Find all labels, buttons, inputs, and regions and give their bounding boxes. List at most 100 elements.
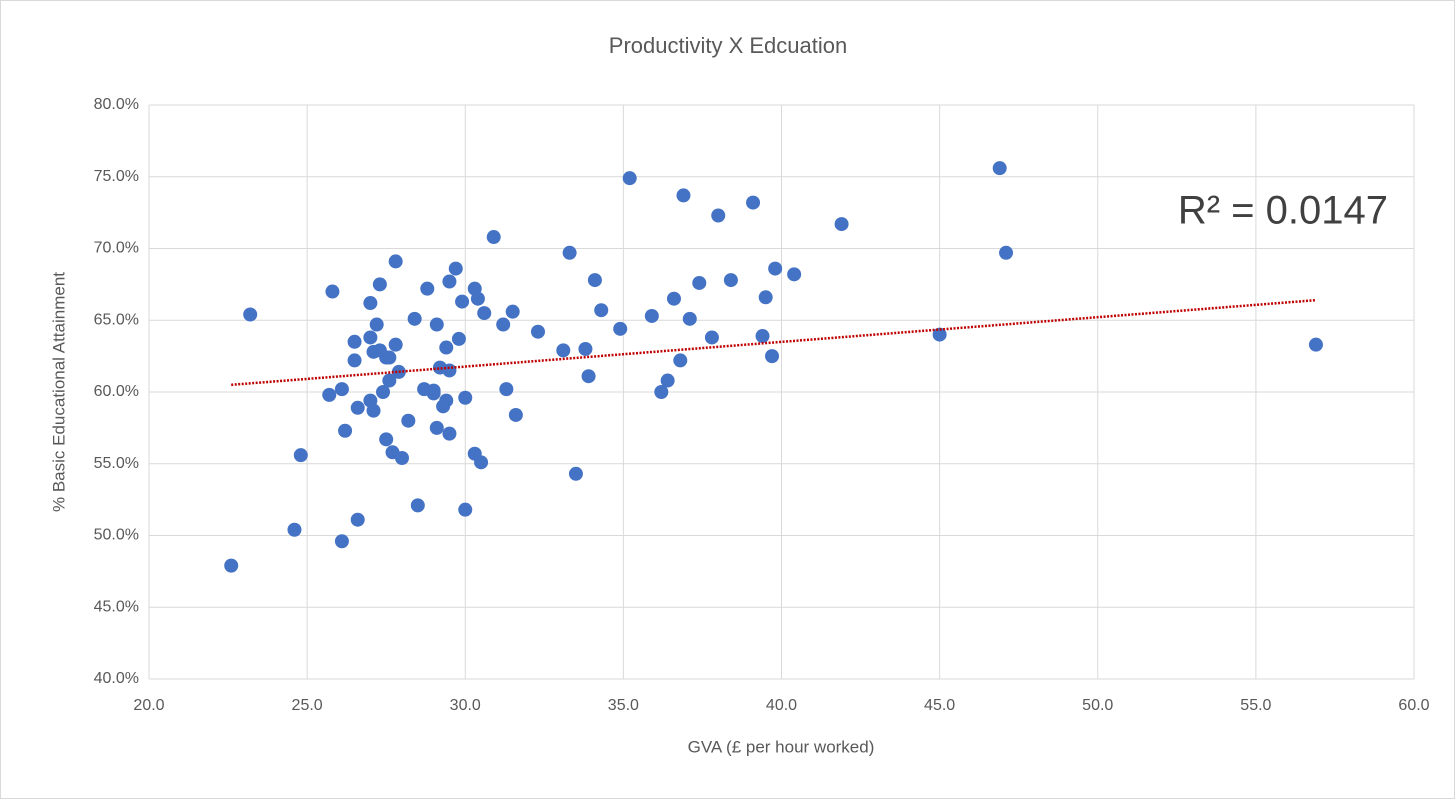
x-tick-label: 55.0 bbox=[1240, 697, 1271, 714]
point bbox=[224, 558, 239, 573]
y-tick-label: 80.0% bbox=[94, 96, 139, 113]
point bbox=[768, 261, 783, 276]
point bbox=[426, 386, 441, 401]
point bbox=[704, 330, 719, 345]
point bbox=[477, 306, 492, 321]
point bbox=[379, 432, 394, 447]
point bbox=[530, 324, 545, 339]
chart-title: Productivity X Edcuation bbox=[609, 33, 847, 58]
point bbox=[350, 400, 365, 415]
y-tick-label: 50.0% bbox=[94, 527, 139, 544]
point bbox=[287, 522, 302, 537]
point bbox=[594, 303, 609, 318]
point bbox=[505, 304, 520, 319]
point bbox=[613, 321, 628, 336]
y-tick-label: 75.0% bbox=[94, 168, 139, 185]
point bbox=[442, 426, 457, 441]
x-tick-label: 50.0 bbox=[1082, 697, 1113, 714]
point bbox=[711, 208, 726, 223]
point bbox=[366, 403, 381, 418]
point bbox=[350, 512, 365, 527]
point bbox=[382, 373, 397, 388]
point bbox=[243, 307, 258, 322]
y-tick-label: 40.0% bbox=[94, 670, 139, 687]
point bbox=[442, 363, 457, 378]
point bbox=[508, 407, 523, 422]
point bbox=[556, 343, 571, 358]
point bbox=[999, 245, 1014, 260]
point bbox=[676, 188, 691, 203]
x-tick-label: 30.0 bbox=[450, 697, 481, 714]
y-tick-label: 60.0% bbox=[94, 383, 139, 400]
point bbox=[382, 350, 397, 365]
point bbox=[458, 502, 473, 517]
point bbox=[451, 331, 466, 346]
point bbox=[486, 230, 501, 245]
point bbox=[765, 349, 780, 364]
point bbox=[325, 284, 340, 299]
point bbox=[334, 534, 349, 549]
trendline-label: R² = 0.0147 bbox=[1178, 189, 1388, 233]
point bbox=[458, 390, 473, 405]
point bbox=[455, 294, 470, 309]
point bbox=[363, 296, 378, 311]
x-tick-label: 40.0 bbox=[766, 697, 797, 714]
y-tick-label: 55.0% bbox=[94, 455, 139, 472]
x-axis-label: GVA (£ per hour worked) bbox=[688, 737, 875, 756]
point bbox=[395, 451, 409, 466]
point bbox=[673, 353, 688, 368]
point bbox=[746, 195, 761, 210]
point bbox=[496, 317, 511, 332]
point bbox=[834, 217, 849, 232]
point bbox=[581, 369, 596, 384]
point bbox=[439, 393, 454, 408]
point bbox=[474, 455, 489, 470]
point bbox=[410, 498, 425, 513]
point bbox=[622, 171, 637, 186]
point bbox=[429, 317, 444, 332]
point bbox=[376, 385, 391, 399]
x-tick-label: 20.0 bbox=[133, 697, 164, 714]
point bbox=[334, 382, 349, 397]
point bbox=[347, 353, 362, 368]
point bbox=[338, 423, 353, 438]
point bbox=[758, 290, 773, 305]
point bbox=[787, 267, 802, 282]
x-tick-label: 35.0 bbox=[608, 697, 639, 714]
point bbox=[587, 273, 602, 288]
x-tick-label: 25.0 bbox=[292, 697, 323, 714]
point bbox=[654, 385, 669, 399]
x-tick-label: 45.0 bbox=[924, 697, 955, 714]
point bbox=[369, 317, 384, 332]
point bbox=[293, 448, 308, 463]
trendline bbox=[231, 298, 1317, 387]
point bbox=[692, 275, 707, 290]
point bbox=[499, 382, 514, 397]
point bbox=[347, 334, 362, 349]
point bbox=[470, 291, 485, 306]
point bbox=[439, 340, 454, 355]
y-tick-label: 45.0% bbox=[94, 598, 139, 615]
point bbox=[429, 420, 444, 435]
point bbox=[448, 261, 463, 276]
point bbox=[568, 466, 583, 481]
point bbox=[363, 330, 378, 345]
point bbox=[442, 274, 457, 289]
x-tick-label: 60.0 bbox=[1398, 697, 1429, 714]
point bbox=[682, 311, 697, 326]
y-tick-label: 70.0% bbox=[94, 240, 139, 257]
point bbox=[932, 327, 947, 342]
point bbox=[420, 281, 435, 296]
point bbox=[372, 277, 387, 292]
point bbox=[388, 337, 403, 352]
point bbox=[992, 161, 1007, 176]
point bbox=[644, 308, 659, 323]
y-tick-label: 65.0% bbox=[94, 311, 139, 328]
point bbox=[723, 273, 738, 288]
point bbox=[660, 373, 675, 388]
point bbox=[1308, 337, 1323, 352]
point bbox=[755, 329, 770, 344]
y-axis-label: % Basic Educational Attainment bbox=[49, 272, 68, 512]
